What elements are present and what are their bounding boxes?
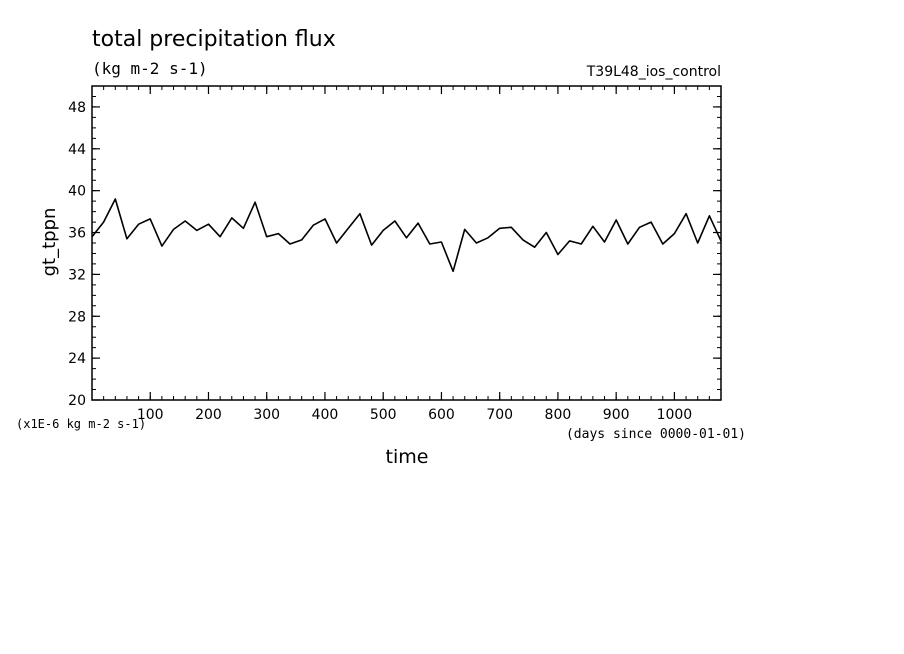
x-tick-label: 300 [253, 407, 280, 423]
y-tick-label: 36 [68, 226, 86, 242]
y-unit-label: (x1E-6 kg m-2 s-1) [16, 417, 146, 431]
chart-title: total precipitation flux [92, 27, 336, 52]
x-unit-label: (days since 0000-01-01) [566, 427, 746, 442]
x-tick-label: 200 [195, 407, 222, 423]
axes-layer [91, 85, 722, 401]
chart-subtitle: (kg m-2 s-1) [92, 59, 208, 78]
x-tick-label: 100 [137, 407, 164, 423]
y-axis-label: gt_tppn [39, 208, 60, 277]
x-tick-label: 700 [486, 407, 513, 423]
y-tick-label: 44 [68, 142, 86, 158]
y-tick-label: 48 [68, 100, 86, 116]
x-tick-label: 400 [312, 407, 339, 423]
y-tick-label: 24 [68, 351, 86, 367]
x-tick-label: 1000 [657, 407, 693, 423]
y-tick-label: 32 [68, 267, 86, 283]
series-line-0 [91, 198, 722, 273]
series-layer [91, 198, 722, 273]
y-tick-label: 28 [68, 309, 86, 325]
x-tick-label: 800 [545, 407, 572, 423]
x-tick-label: 600 [428, 407, 455, 423]
experiment-label: T39L48_ios_control [586, 64, 721, 80]
y-tick-labels: 20 24 28 32 36 40 44 48 [68, 100, 86, 409]
x-tick-label: 500 [370, 407, 397, 423]
y-tick-label: 20 [68, 393, 86, 409]
x-tick-label: 900 [603, 407, 630, 423]
y-tick-label: 40 [68, 184, 86, 200]
x-tick-labels: 100 200 300 400 500 600 700 800 900 1000 [137, 407, 692, 423]
x-axis-label: time [386, 446, 429, 468]
